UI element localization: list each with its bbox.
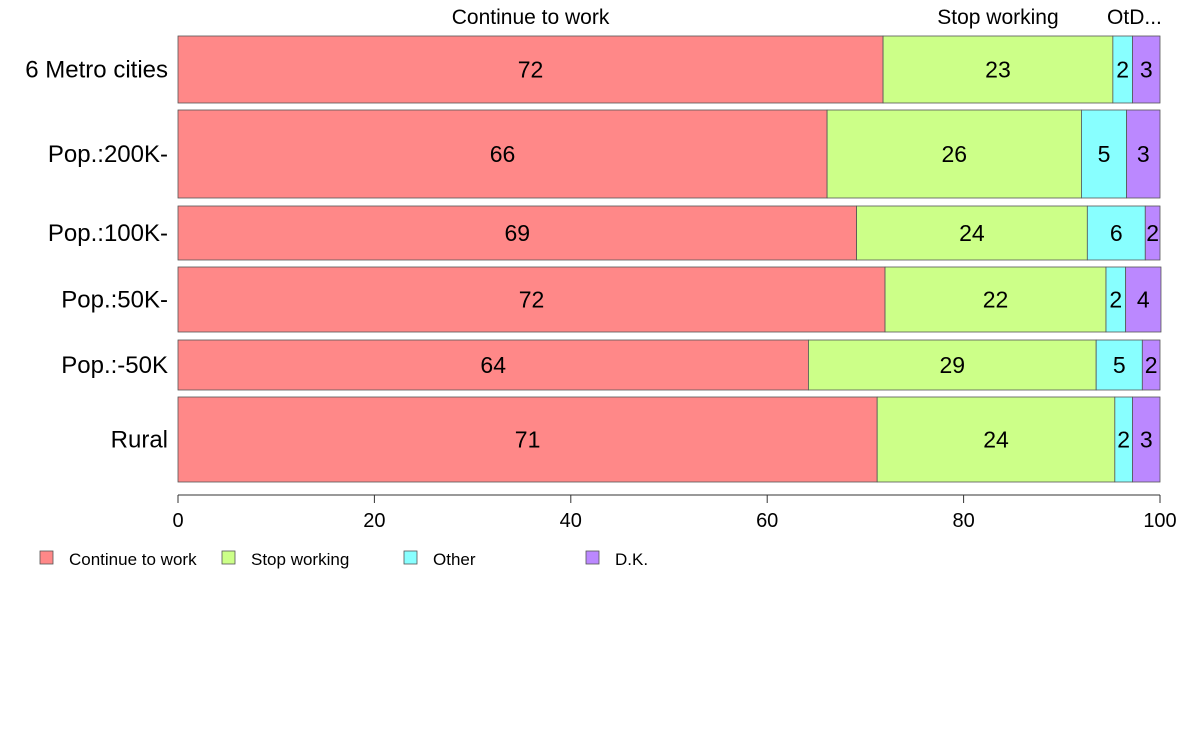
data-label-pop-100k-d-k: 2 <box>1146 220 1159 246</box>
bar-pop-200k-other <box>1081 109 1128 199</box>
bar-pop-50k-continue-to-work <box>177 339 809 391</box>
bar-rural-d-k <box>1132 396 1161 483</box>
data-label-pop-50k-stop-working: 22 <box>983 287 1009 313</box>
data-label-6-metro-cities-stop-working: 23 <box>985 57 1011 83</box>
data-label-rural-other: 2 <box>1117 427 1130 453</box>
bar-6-metro-cities-continue-to-work <box>177 35 884 104</box>
top-label: Stop working <box>937 6 1058 29</box>
data-label-rural-d-k: 3 <box>1140 427 1153 453</box>
bar-pop-100k-continue-to-work <box>177 205 857 261</box>
top-label: Continue to work <box>452 6 610 29</box>
bar-pop-50k-stop-working <box>808 339 1097 391</box>
data-label-pop-50k-other: 2 <box>1109 287 1122 313</box>
bar-pop-100k-stop-working <box>856 205 1088 261</box>
data-label-rural-stop-working: 24 <box>983 427 1009 453</box>
data-label-6-metro-cities-other: 2 <box>1116 57 1129 83</box>
legend-label-other: Other <box>433 550 476 569</box>
data-label-pop-100k-stop-working: 24 <box>959 220 985 246</box>
data-label-pop-200k-continue-to-work: 66 <box>490 141 516 167</box>
data-label-pop-50k-continue-to-work: 72 <box>519 287 545 313</box>
bar-pop-100k-d-k <box>1144 205 1161 261</box>
bar-pop-50k-d-k <box>1125 266 1162 333</box>
bar-pop-50k-continue-to-work <box>177 266 886 333</box>
data-label-pop-50k-other: 5 <box>1113 352 1126 378</box>
bar-pop-200k-continue-to-work <box>177 109 828 199</box>
legend-label-d-k: D.K. <box>615 550 648 569</box>
category-label: 6 Metro cities <box>25 57 168 84</box>
x-tick-label: 20 <box>363 510 385 532</box>
data-label-pop-50k-d-k: 2 <box>1145 352 1158 378</box>
bar-pop-100k-other <box>1086 205 1146 261</box>
x-tick-label: 80 <box>952 510 974 532</box>
bar-pop-50k-stop-working <box>884 266 1107 333</box>
bar-pop-200k-stop-working <box>826 109 1082 199</box>
data-label-pop-200k-other: 5 <box>1098 141 1111 167</box>
category-label: Rural <box>111 427 168 454</box>
category-label: Pop.:100K- <box>48 220 168 247</box>
data-label-pop-200k-stop-working: 26 <box>941 141 967 167</box>
data-label-6-metro-cities-continue-to-work: 72 <box>518 57 544 83</box>
category-label: Pop.:-50K <box>61 352 168 379</box>
data-label-pop-200k-d-k: 3 <box>1137 141 1150 167</box>
data-label-pop-100k-continue-to-work: 69 <box>504 220 530 246</box>
bar-rural-continue-to-work <box>177 396 878 483</box>
legend-label-stop-working: Stop working <box>251 550 349 569</box>
legend-swatch-other <box>403 550 418 565</box>
bar-6-metro-cities-d-k <box>1132 35 1161 104</box>
data-label-pop-100k-other: 6 <box>1110 220 1123 246</box>
x-tick-label: 0 <box>172 510 183 532</box>
bar-rural-stop-working <box>876 396 1116 483</box>
x-tick-label: 100 <box>1143 510 1176 532</box>
data-label-6-metro-cities-d-k: 3 <box>1140 57 1153 83</box>
legend-label-continue-to-work: Continue to work <box>69 550 197 569</box>
data-label-pop-50k-d-k: 4 <box>1137 287 1150 313</box>
bar-pop-50k-other <box>1095 339 1143 391</box>
data-label-pop-50k-continue-to-work: 64 <box>480 352 506 378</box>
bar-pop-50k-d-k <box>1141 339 1161 391</box>
bar-6-metro-cities-stop-working <box>882 35 1114 104</box>
data-label-rural-continue-to-work: 71 <box>515 427 541 453</box>
top-label: OtD... <box>1107 6 1162 29</box>
legend-swatch-d-k <box>585 550 600 565</box>
category-label: Pop.:200K- <box>48 141 168 168</box>
data-label-pop-50k-stop-working: 29 <box>940 352 966 378</box>
category-label: Pop.:50K- <box>61 287 168 314</box>
x-tick-label: 40 <box>560 510 582 532</box>
legend-swatch-stop-working <box>221 550 236 565</box>
bar-pop-200k-d-k <box>1126 109 1161 199</box>
legend-swatch-continue-to-work <box>39 550 54 565</box>
x-tick-label: 60 <box>756 510 778 532</box>
